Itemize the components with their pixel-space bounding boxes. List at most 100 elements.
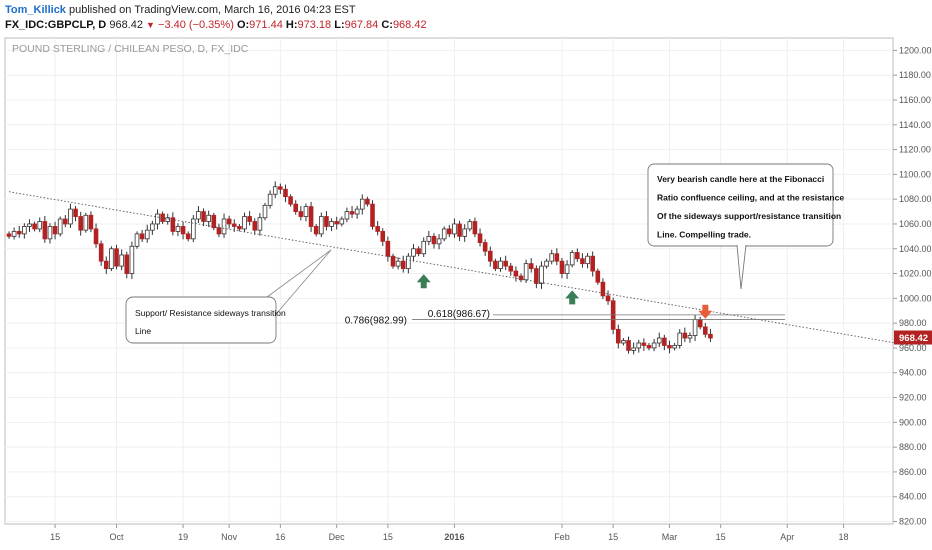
candle-body: [615, 328, 621, 344]
candle-body: [73, 208, 78, 217]
y-tick-label: 1080.00: [899, 194, 932, 204]
callout-text: Line: [135, 326, 151, 336]
candle-body: [308, 206, 314, 227]
candle-body: [298, 211, 304, 217]
x-tick-label: Apr: [780, 532, 794, 542]
last-value: 968.42: [109, 19, 143, 31]
candle-body: [27, 223, 32, 227]
candle-body: [370, 203, 375, 227]
low-label: L:: [334, 19, 345, 31]
candle-body: [103, 260, 109, 270]
candle-body: [656, 337, 662, 344]
candle-body: [559, 260, 565, 274]
fib-label-0786: 0.786(982.99): [345, 315, 407, 326]
y-tick-label: 1020.00: [899, 269, 932, 279]
candle-body: [406, 255, 411, 270]
y-tick-label: 1120.00: [899, 145, 931, 155]
candle-body: [329, 221, 334, 227]
candle-body: [672, 345, 677, 349]
candle-body: [216, 227, 222, 235]
low-value: 967.84: [344, 19, 379, 31]
candle-body: [697, 319, 703, 328]
y-tick-label: 1100.00: [899, 169, 931, 179]
candle-body: [375, 226, 380, 232]
candle-body: [88, 214, 94, 230]
y-tick-label: 1060.00: [899, 219, 932, 229]
candle-body: [242, 216, 247, 230]
price-chart[interactable]: 0.786(982.99) 0.618(986.67) Support/ Resis…: [0, 34, 932, 550]
candle-body: [677, 332, 683, 346]
candle-body: [498, 260, 503, 270]
candle-body: [57, 218, 63, 235]
callout-pointer: [736, 244, 747, 290]
candle-body: [513, 270, 519, 277]
x-tick-label: 15: [50, 532, 60, 542]
candle-body: [692, 319, 698, 336]
candle-body: [344, 211, 350, 220]
candle-body: [226, 218, 232, 225]
candle-body: [114, 248, 119, 267]
candle-body: [662, 337, 667, 346]
candle-body: [16, 231, 22, 235]
candle-body: [37, 221, 43, 230]
down-triangle-icon: ▼: [146, 20, 155, 30]
y-tick-label: 960.00: [899, 343, 927, 353]
candle-body: [272, 186, 278, 195]
candle-body: [278, 186, 283, 190]
y-tick-label: 840.00: [899, 492, 927, 502]
candle-body: [247, 216, 252, 222]
chart-header: Tom_Killick published on TradingView.com…: [0, 0, 932, 34]
candle-body: [554, 253, 560, 262]
candle-body: [503, 260, 508, 267]
candle-body: [165, 217, 171, 222]
candle-body: [641, 342, 647, 346]
high-value: 973.18: [297, 19, 332, 31]
candle-body: [569, 252, 575, 266]
x-tick-label: 15: [608, 532, 618, 542]
candle-body: [441, 228, 447, 240]
time-axis[interactable]: 15 Oct 19 Nov 16 Dec 15 2016 Feb 15 Mar 15 Apr 18: [50, 524, 849, 542]
candle-body: [129, 245, 135, 274]
y-tick-label: 1140.00: [899, 120, 931, 130]
callout-pointer: [266, 249, 332, 321]
x-tick-label: 15: [383, 532, 393, 542]
candle-body: [288, 196, 293, 205]
candle-body: [380, 231, 386, 242]
y-tick-label: 920.00: [899, 393, 927, 403]
candle-body: [349, 211, 355, 215]
candle-body: [185, 233, 191, 240]
candle-body: [539, 265, 544, 284]
candle-body: [283, 188, 288, 198]
last-price-label: 968.42: [899, 333, 928, 344]
candle-body: [452, 223, 457, 235]
candle-body: [124, 254, 130, 274]
candle-body: [109, 248, 114, 270]
candle-body: [134, 233, 140, 247]
x-tick-label: Oct: [110, 532, 125, 542]
author-link[interactable]: Tom_Killick: [5, 4, 66, 16]
y-tick-label: 860.00: [899, 467, 927, 477]
x-tick-label: Mar: [662, 532, 678, 542]
candle-body: [32, 223, 37, 230]
candle-body: [237, 226, 242, 230]
candle-body: [518, 275, 524, 281]
y-tick-label: 1180.00: [899, 70, 931, 80]
candle-body: [144, 229, 150, 240]
candle-body: [354, 208, 360, 215]
last-price-badge: [894, 330, 932, 345]
price-axis[interactable]: 1200.00 1180.00 1160.00 1140.00 1120.00 1100.…: [893, 45, 932, 527]
candle-body: [400, 260, 406, 270]
x-tick-label: Nov: [221, 532, 238, 542]
candlesticks: [6, 181, 713, 355]
callout-text: Ratio confluence ceiling, and at the res…: [657, 193, 844, 203]
candle-body: [170, 217, 176, 232]
candle-body: [6, 233, 12, 237]
candle-body: [324, 216, 329, 227]
y-tick-label: 980.00: [899, 318, 927, 328]
candle-body: [447, 228, 452, 235]
candle-body: [196, 211, 201, 220]
candle-body: [580, 258, 585, 265]
callout-text: Line. Compelling trade.: [657, 230, 751, 240]
y-tick-label: 880.00: [899, 442, 927, 452]
candle-body: [68, 208, 73, 225]
